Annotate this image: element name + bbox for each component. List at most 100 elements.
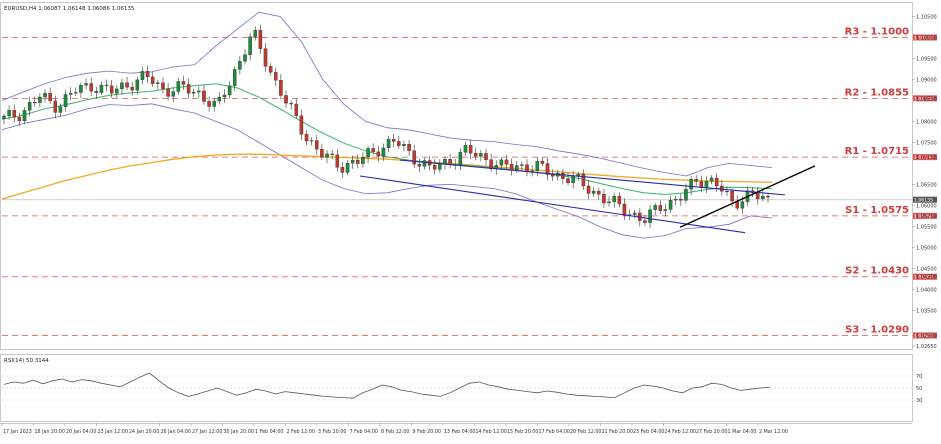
bearish-candle (755, 192, 760, 200)
bullish-candle (673, 198, 678, 201)
bullish-candle (191, 91, 196, 94)
time-tick-label: 27 Feb 20:00 (696, 429, 727, 435)
level-label-s2: S2 - 1.0430 (845, 266, 909, 277)
bullish-candle (325, 153, 329, 158)
bullish-candle (689, 179, 693, 190)
bullish-candle (238, 61, 242, 70)
bearish-candle (125, 82, 129, 88)
bullish-candle (350, 159, 355, 164)
bearish-candle (617, 196, 622, 205)
bullish-candle (438, 163, 442, 170)
bullish-candle (156, 82, 160, 84)
bearish-candle (315, 140, 319, 150)
bullish-candle (253, 30, 257, 37)
bearish-candle (258, 30, 263, 49)
price-tick-label: 1.05500 (916, 224, 937, 230)
bearish-candle (504, 159, 509, 165)
bearish-candle (525, 164, 529, 173)
bearish-candle (602, 194, 606, 204)
price-tick-label: 1.08550 (916, 96, 937, 102)
bearish-candle (581, 174, 586, 187)
bearish-candle (284, 95, 288, 104)
bearish-candle (586, 185, 591, 194)
bearish-candle (166, 88, 170, 97)
price-tick-label: 1.10500 (916, 14, 937, 20)
time-tick-label: 20 Jan 04:00 (66, 429, 96, 435)
bearish-candle (468, 145, 473, 154)
bullish-candle (74, 92, 78, 94)
bullish-candle (171, 91, 175, 97)
bearish-candle (561, 173, 565, 179)
bearish-candle (730, 191, 734, 202)
bullish-candle (607, 201, 611, 204)
bearish-candle (658, 205, 663, 211)
bearish-candle (89, 83, 93, 92)
bullish-candle (99, 84, 104, 93)
bearish-candle (766, 195, 770, 198)
bearish-candle (294, 103, 299, 117)
bearish-candle (104, 84, 109, 86)
price-tick-label: 1.09500 (916, 56, 937, 62)
time-tick-label: 17 Jan 2023 (3, 429, 32, 435)
price-tick-label: 1.07500 (916, 140, 937, 146)
bullish-candle (38, 96, 42, 103)
bullish-candle (63, 94, 68, 107)
bullish-candle (58, 106, 63, 113)
time-tick-label: 30 Jan 20:00 (224, 429, 254, 435)
bullish-candle (84, 83, 88, 86)
rsi-line (3, 372, 771, 399)
bearish-candle (340, 167, 345, 173)
bullish-candle (68, 92, 73, 95)
bearish-candle (679, 198, 683, 201)
price-tick-label: 1.05000 (916, 245, 937, 251)
bullish-candle (176, 81, 181, 92)
time-tick-label: 1 Feb 04:00 (255, 429, 283, 435)
bearish-candle (53, 100, 58, 113)
bullish-candle (684, 188, 688, 201)
bullish-candle (653, 205, 657, 210)
bearish-candle (376, 151, 381, 157)
bullish-candle (79, 85, 83, 93)
level-axis-label: 1.08550 (914, 96, 933, 102)
level-axis-label: 1.05750 (914, 214, 933, 220)
price-tick-label: 1.02650 (916, 344, 937, 350)
bullish-candle (740, 201, 745, 209)
bearish-candle (407, 144, 411, 151)
rsi-level-label: 70 (916, 374, 922, 380)
bullish-candle (535, 161, 540, 171)
level-axis-label: 1.10000 (914, 35, 933, 41)
bullish-candle (704, 181, 709, 188)
time-tick-label: 9 Feb 20:00 (413, 429, 441, 435)
bearish-candle (597, 190, 601, 195)
bullish-candle (381, 147, 386, 157)
bearish-candle (17, 117, 22, 122)
bearish-candle (207, 101, 211, 107)
bullish-candle (402, 144, 406, 146)
level-label-r2: R2 - 1.0855 (845, 87, 909, 98)
price-tick-label: 1.04500 (916, 266, 937, 272)
bullish-candle (761, 195, 765, 200)
bearish-candle (130, 87, 134, 91)
bearish-candle (279, 80, 283, 96)
bearish-candle (145, 71, 150, 78)
bullish-candle (135, 79, 140, 91)
bullish-candle (345, 163, 350, 173)
time-tick-label: 24 Feb 12:00 (665, 429, 696, 435)
bullish-candle (222, 94, 227, 98)
bearish-candle (94, 91, 99, 93)
level-axis-badge (913, 34, 937, 41)
bullish-candle (479, 153, 483, 157)
bullish-candle (366, 148, 370, 158)
bearish-candle (268, 66, 273, 73)
rsi-level-label: 50 (916, 386, 922, 392)
price-tick-label: 1.02900 (916, 334, 937, 340)
bearish-candle (566, 178, 570, 184)
price-tick-label: 1.06000 (916, 203, 937, 209)
bearish-candle (550, 174, 555, 177)
bearish-candle (186, 84, 191, 94)
bullish-candle (571, 175, 575, 184)
bearish-candle (33, 102, 37, 104)
level-label-r3: R3 - 1.1000 (845, 26, 909, 37)
time-tick-label: 23 Feb 04:00 (633, 429, 664, 435)
